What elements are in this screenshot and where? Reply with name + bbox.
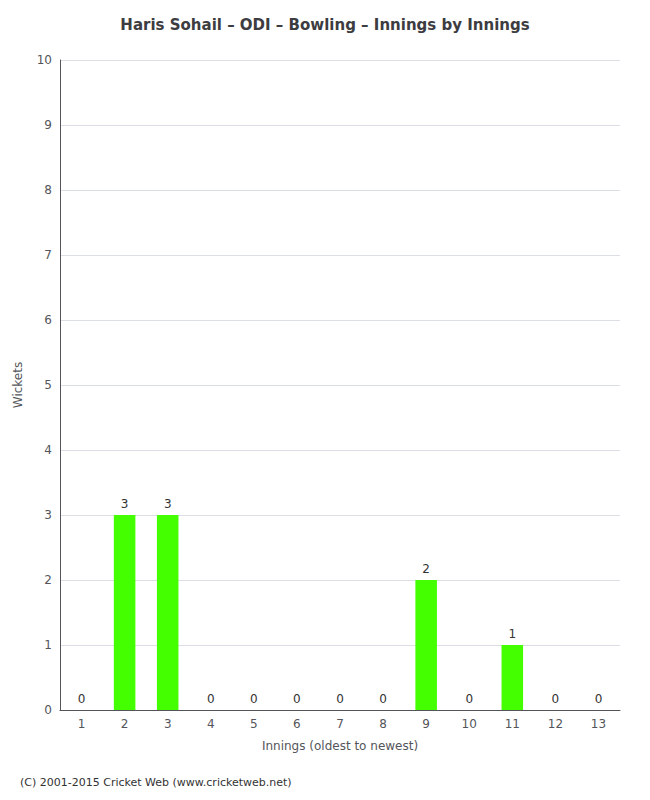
svg-text:4: 4 [207, 717, 215, 731]
svg-text:9: 9 [422, 717, 430, 731]
svg-text:0: 0 [379, 692, 387, 706]
svg-text:Innings (oldest to newest): Innings (oldest to newest) [262, 739, 418, 753]
svg-text:0: 0 [44, 703, 52, 717]
svg-text:8: 8 [379, 717, 387, 731]
svg-text:0: 0 [207, 692, 215, 706]
svg-text:5: 5 [250, 717, 258, 731]
svg-text:11: 11 [505, 717, 520, 731]
svg-text:0: 0 [595, 692, 603, 706]
svg-text:0: 0 [293, 692, 301, 706]
svg-text:12: 12 [548, 717, 563, 731]
svg-text:10: 10 [37, 53, 52, 67]
svg-text:7: 7 [336, 717, 344, 731]
svg-text:Haris Sohail – ODI – Bowling –: Haris Sohail – ODI – Bowling – Innings b… [120, 16, 529, 34]
svg-text:6: 6 [44, 313, 52, 327]
svg-text:3: 3 [164, 717, 172, 731]
svg-text:13: 13 [591, 717, 606, 731]
svg-text:6: 6 [293, 717, 301, 731]
svg-text:1: 1 [508, 627, 516, 641]
svg-text:1: 1 [44, 638, 52, 652]
svg-text:2: 2 [44, 573, 52, 587]
svg-text:0: 0 [78, 692, 86, 706]
svg-text:5: 5 [44, 378, 52, 392]
svg-text:1: 1 [78, 717, 86, 731]
svg-text:4: 4 [44, 443, 52, 457]
svg-text:3: 3 [164, 497, 172, 511]
svg-text:8: 8 [44, 183, 52, 197]
svg-text:Wickets: Wickets [11, 362, 25, 408]
svg-text:10: 10 [462, 717, 477, 731]
svg-text:2: 2 [121, 717, 129, 731]
svg-text:0: 0 [465, 692, 473, 706]
svg-text:2: 2 [422, 562, 430, 576]
svg-text:(C) 2001-2015 Cricket Web (www: (C) 2001-2015 Cricket Web (www.cricketwe… [20, 776, 292, 789]
svg-text:0: 0 [552, 692, 560, 706]
svg-text:7: 7 [44, 248, 52, 262]
svg-text:3: 3 [44, 508, 52, 522]
svg-text:3: 3 [121, 497, 129, 511]
svg-text:0: 0 [336, 692, 344, 706]
svg-text:9: 9 [44, 118, 52, 132]
svg-text:0: 0 [250, 692, 258, 706]
